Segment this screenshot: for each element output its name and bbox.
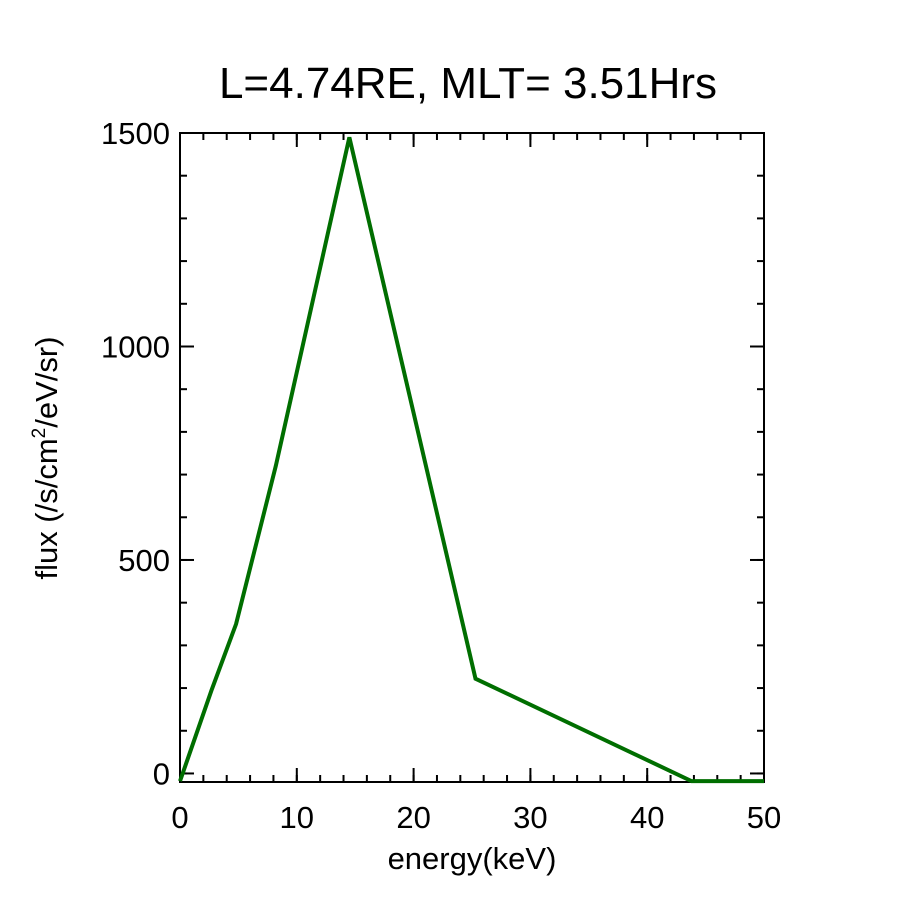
- y-tick-label: 0: [153, 756, 170, 791]
- y-axis-title-after: /eV/sr): [29, 336, 64, 427]
- series-line: [178, 136, 764, 784]
- x-tick-label: 30: [513, 800, 547, 835]
- y-tick-label: 500: [118, 543, 170, 578]
- y-axis-ticks: 0 500 1000 1500: [101, 116, 764, 791]
- x-axis-ticks: 0 10 20 30 40 50: [171, 133, 781, 835]
- y-axis-title: flux (/s/cm2/eV/sr): [29, 336, 64, 579]
- x-tick-label: 10: [280, 800, 314, 835]
- plot-frame: [179, 132, 765, 783]
- plot-border: [179, 132, 765, 783]
- y-axis-title-before: flux (/s/cm: [29, 438, 64, 579]
- y-tick-label: 1000: [101, 329, 170, 364]
- x-tick-label: 50: [747, 800, 781, 835]
- y-tick-label: 1500: [101, 116, 170, 151]
- x-axis-title: energy(keV): [388, 841, 557, 876]
- series-layer: [178, 136, 764, 784]
- x-tick-label: 40: [630, 800, 664, 835]
- chart-title: L=4.74RE, MLT= 3.51Hrs: [219, 59, 717, 108]
- x-tick-label: 0: [171, 800, 188, 835]
- y-axis-title-superscript: 2: [29, 428, 50, 439]
- x-tick-label: 20: [396, 800, 430, 835]
